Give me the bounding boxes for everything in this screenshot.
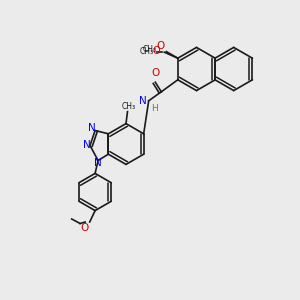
Text: O: O	[152, 46, 160, 56]
Text: H: H	[151, 104, 158, 113]
Text: N: N	[83, 140, 91, 151]
Text: CH₃: CH₃	[122, 102, 136, 111]
Text: O: O	[80, 223, 88, 232]
Text: N: N	[88, 123, 96, 133]
Text: N: N	[94, 158, 102, 169]
Text: CH₃: CH₃	[143, 45, 157, 54]
Text: O: O	[151, 68, 159, 78]
Text: O: O	[157, 41, 165, 51]
Text: CH₃: CH₃	[140, 47, 154, 56]
Text: N: N	[140, 96, 147, 106]
